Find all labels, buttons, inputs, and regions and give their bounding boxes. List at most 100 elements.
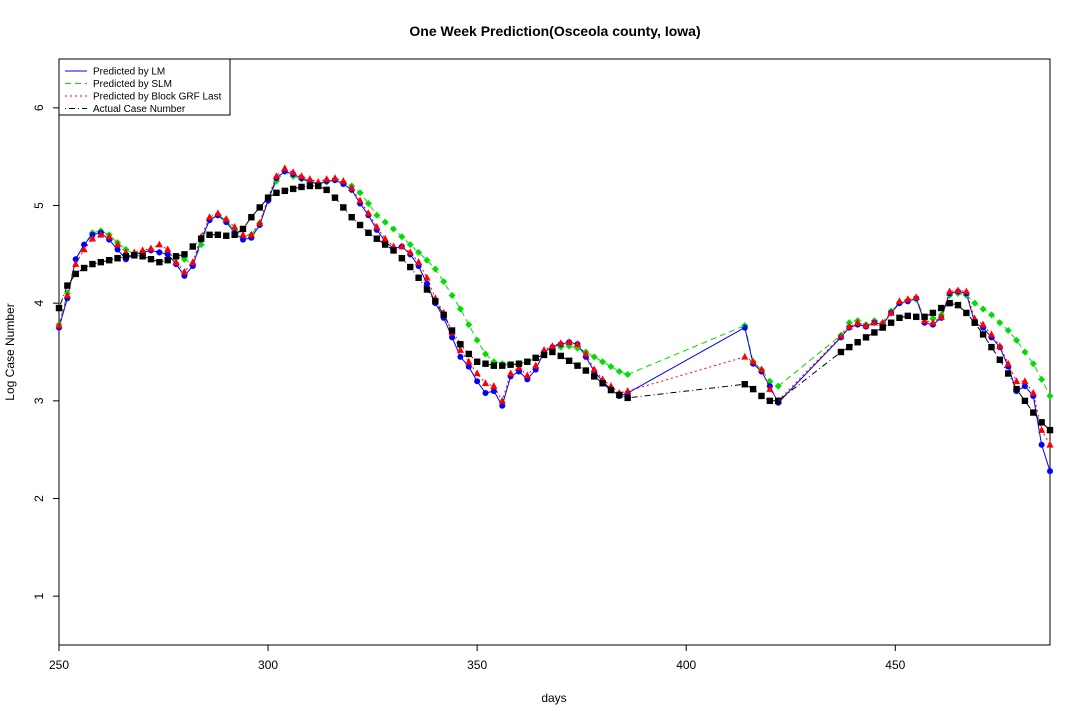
data-point-grf xyxy=(113,240,122,248)
data-point-actual xyxy=(172,253,180,260)
data-point-actual xyxy=(331,194,339,201)
data-point-grf xyxy=(912,293,920,301)
data-point-grf xyxy=(929,318,937,326)
data-point-lm xyxy=(474,378,481,385)
data-point-actual xyxy=(507,361,514,368)
data-point-actual xyxy=(490,362,498,369)
data-point-actual xyxy=(1046,426,1054,434)
data-point-grf xyxy=(214,209,222,217)
data-point-actual xyxy=(105,256,113,264)
data-point-slm xyxy=(473,336,481,344)
data-point-grf xyxy=(222,215,230,222)
x-tick-label: 350 xyxy=(467,658,487,672)
data-point-grf xyxy=(582,349,590,357)
data-point-actual xyxy=(231,231,238,238)
data-point-actual xyxy=(306,182,314,190)
data-point-lm xyxy=(457,353,464,360)
data-point-actual xyxy=(97,258,105,266)
data-point-actual xyxy=(80,264,88,272)
data-point-actual xyxy=(407,263,414,271)
data-point-slm xyxy=(423,256,431,264)
legend-box xyxy=(58,58,231,116)
series-line-slm xyxy=(840,292,1051,397)
data-point-actual xyxy=(1021,397,1029,405)
data-point-grf xyxy=(356,196,364,204)
data-point-actual xyxy=(749,385,757,393)
data-point-slm xyxy=(971,299,979,307)
data-point-grf xyxy=(339,177,347,184)
data-point-actual xyxy=(72,270,79,278)
data-point-actual xyxy=(181,251,188,258)
data-point-lm xyxy=(465,363,472,370)
y-tick-label: 4 xyxy=(32,300,46,307)
data-point-actual xyxy=(524,358,531,365)
data-point-actual xyxy=(147,256,155,263)
data-point-slm xyxy=(599,358,607,366)
data-point-grf xyxy=(473,369,481,377)
data-point-grf xyxy=(523,371,531,379)
x-tick-label: 450 xyxy=(885,658,905,672)
data-point-grf xyxy=(97,230,105,238)
data-point-slm xyxy=(440,278,448,286)
data-point-grf xyxy=(164,245,172,253)
data-point-slm xyxy=(766,377,774,385)
data-point-slm xyxy=(1046,392,1054,400)
y-tick-label: 6 xyxy=(32,104,46,111)
data-point-lm xyxy=(114,246,121,253)
data-point-actual xyxy=(348,214,355,221)
data-point-grf xyxy=(870,318,878,326)
data-point-actual xyxy=(599,380,606,387)
data-point-grf xyxy=(147,244,155,252)
data-point-actual xyxy=(340,204,347,211)
data-point-grf xyxy=(741,352,749,360)
plot-frame xyxy=(58,58,1051,646)
data-point-grf xyxy=(239,230,247,238)
data-point-actual xyxy=(139,253,146,260)
data-point-grf xyxy=(348,183,356,191)
data-point-grf xyxy=(954,286,962,294)
data-point-grf xyxy=(289,168,297,176)
data-point-grf xyxy=(256,219,264,226)
data-point-grf xyxy=(415,258,423,265)
data-point-lm xyxy=(449,334,456,341)
data-point-grf xyxy=(749,357,757,365)
data-point-grf xyxy=(297,172,306,179)
data-point-grf xyxy=(72,260,80,267)
data-point-slm xyxy=(1013,336,1021,344)
data-point-grf xyxy=(189,258,197,265)
data-point-actual xyxy=(741,381,748,388)
data-point-actual xyxy=(89,260,96,268)
data-point-actual xyxy=(415,274,422,281)
data-point-actual xyxy=(273,189,280,197)
data-point-slm xyxy=(482,350,490,358)
data-point-grf xyxy=(565,338,573,346)
data-point-actual xyxy=(988,343,995,351)
data-point-slm xyxy=(364,200,372,208)
data-point-grf xyxy=(498,396,506,404)
data-point-actual xyxy=(248,214,255,221)
data-point-slm xyxy=(996,319,1004,327)
data-point-grf xyxy=(996,342,1004,349)
data-point-slm xyxy=(390,225,398,233)
series-line-slm xyxy=(58,170,628,375)
data-point-lm xyxy=(482,390,489,397)
series-connector-actual xyxy=(627,383,745,399)
data-point-slm xyxy=(373,211,381,219)
data-point-grf xyxy=(573,340,582,347)
data-point-actual xyxy=(122,253,130,260)
data-point-grf xyxy=(979,320,987,328)
data-point-actual xyxy=(929,309,937,317)
data-point-slm xyxy=(987,311,995,319)
data-point-lm xyxy=(164,251,171,258)
data-point-actual xyxy=(921,313,928,321)
data-point-actual xyxy=(264,194,272,201)
data-point-actual xyxy=(912,313,920,321)
data-point-actual xyxy=(473,358,481,365)
x-tick-label: 250 xyxy=(49,658,69,672)
data-point-grf xyxy=(962,287,970,295)
data-point-grf xyxy=(766,385,774,392)
data-point-actual xyxy=(938,304,945,312)
data-point-actual xyxy=(315,182,322,190)
data-point-actual xyxy=(1030,409,1037,416)
